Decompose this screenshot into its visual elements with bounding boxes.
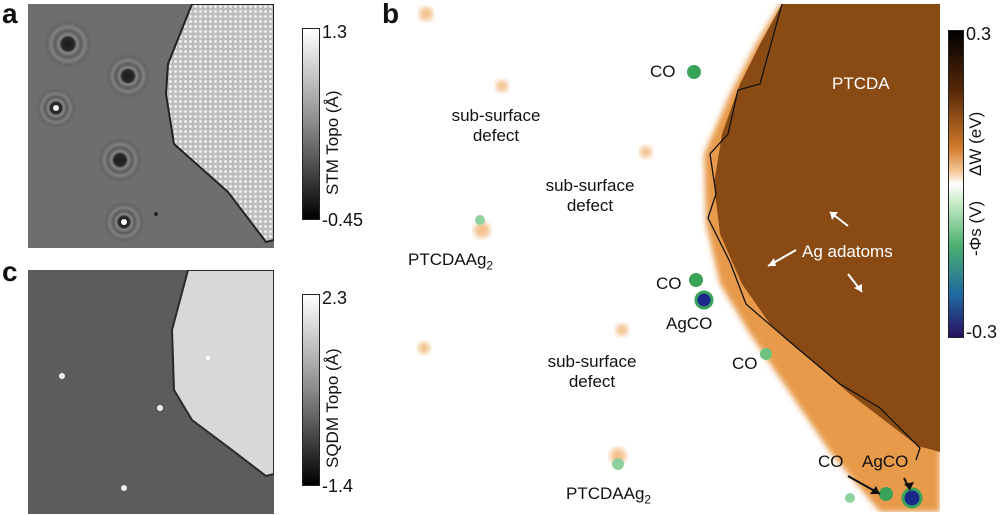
sub-surface-defect-line1: sub-surface [451, 106, 541, 125]
defect-ring [96, 136, 144, 184]
ptcdaag2-subscript: 2 [644, 492, 652, 507]
agco-spot [901, 487, 923, 509]
co-spot [689, 273, 703, 287]
work-function-colorbar [948, 30, 964, 338]
ptcda-label: PTCDA [832, 74, 890, 93]
sub-surface-defect-line1: sub-surface [545, 176, 635, 195]
co-spot [612, 458, 624, 470]
agco-label-2: AgCO [862, 452, 909, 471]
sub-surface-defect-label-3: sub-surface defect [542, 352, 642, 392]
stm-colorbar-max: 1.3 [322, 22, 348, 42]
work-function-map [410, 4, 940, 512]
work-function-colorbar-min: -0.3 [966, 322, 998, 342]
co-label-1: CO [650, 62, 676, 81]
panel-a-letter: a [2, 0, 18, 29]
panel-b-letter: b [382, 0, 400, 29]
stm-topography-image [28, 4, 274, 248]
panel-c-letter: c [2, 256, 18, 287]
ptcdaag2-label-1: PTCDAAg2 [408, 250, 493, 275]
sqdm-topography-image [28, 270, 274, 514]
co-spot [879, 487, 893, 501]
stm-colorbar-min: -0.45 [322, 210, 364, 230]
co-spot [475, 215, 485, 225]
work-function-colorbar-label-bottom: -Φs (V) [966, 200, 985, 256]
co-spot [760, 348, 772, 360]
ptcda-island [714, 4, 940, 452]
sub-surface-defect-line2: defect [566, 196, 614, 215]
ptcdaag2-label-2: PTCDAAg2 [566, 484, 651, 509]
sqdm-colorbar-max: 2.3 [322, 288, 348, 308]
co-label-4: CO [818, 452, 844, 471]
work-function-colorbar-max: 0.3 [966, 24, 992, 44]
co-spot [687, 65, 701, 79]
stm-colorbar-label: STM Topo (Å) [323, 90, 342, 195]
defect-ring [42, 18, 94, 70]
sub-surface-defect-line2: defect [472, 126, 520, 145]
defect-ring [104, 52, 152, 100]
sqdm-island [170, 270, 274, 478]
co-label-3: CO [732, 354, 758, 373]
ptcda-island [164, 4, 274, 244]
sub-surface-defect-line2: defect [568, 372, 616, 391]
island-outline [707, 4, 921, 461]
sqdm-colorbar-label: SQDM Topo (Å) [323, 348, 342, 468]
agco-label-1: AgCO [666, 314, 713, 333]
ag-adatoms-label: Ag adatoms [802, 242, 893, 261]
ptcdaag2-text: PTCDAAg [408, 250, 487, 269]
sqdm-colorbar-min: -1.4 [322, 476, 354, 496]
ptcdaag2-text: PTCDAAg [566, 484, 645, 503]
work-function-colorbar-label-top: ΔW (eV) [966, 111, 985, 176]
sqdm-colorbar [302, 294, 320, 486]
co-label-2: CO [656, 274, 682, 293]
agco-spot [694, 290, 714, 310]
sub-surface-defect-line1: sub-surface [547, 352, 637, 371]
sub-surface-defect-label-2: sub-surface defect [540, 176, 640, 216]
stm-colorbar [302, 28, 320, 220]
ptcdaag2-subscript: 2 [486, 258, 494, 273]
sub-surface-defect-label-1: sub-surface defect [446, 106, 546, 146]
